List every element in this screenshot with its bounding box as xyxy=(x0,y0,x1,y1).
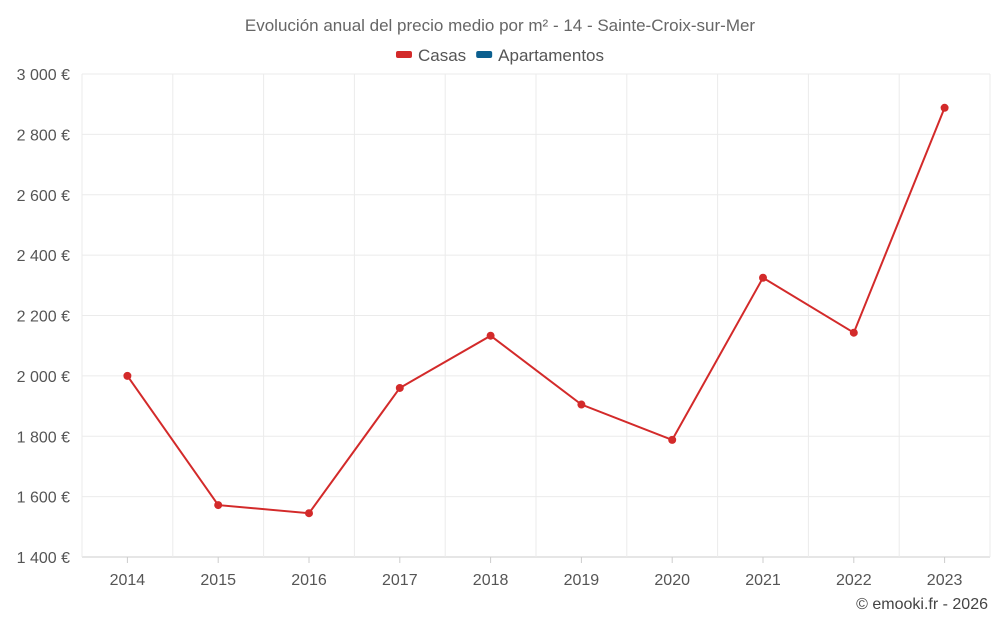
x-axis-ticks: 2014 2015 2016 2017 2018 2019 2020 2021 2022 2023 xyxy=(110,557,963,589)
x-tick-label: 2016 xyxy=(291,572,327,589)
data-point xyxy=(940,103,949,112)
data-point xyxy=(486,331,495,340)
y-tick-label: 2 200 € xyxy=(17,309,70,326)
x-tick-label: 2022 xyxy=(836,572,872,589)
y-tick-label: 3 000 € xyxy=(17,67,70,84)
y-tick-label: 2 600 € xyxy=(17,188,70,205)
y-tick-label: 2 400 € xyxy=(17,248,70,265)
legend-item[interactable]: Casas xyxy=(395,46,466,65)
legend: Casas Apartamentos xyxy=(395,46,604,65)
x-tick-label: 2021 xyxy=(745,572,781,589)
x-tick-label: 2017 xyxy=(382,572,418,589)
grid xyxy=(81,73,991,558)
legend-swatch xyxy=(395,51,412,58)
data-point xyxy=(305,509,313,518)
data-point xyxy=(123,371,132,380)
chart-title: Evolución anual del precio medio por m² … xyxy=(245,16,756,35)
x-tick-label: 2014 xyxy=(110,572,146,589)
x-tick-label: 2020 xyxy=(654,572,690,589)
y-tick-label: 1 600 € xyxy=(17,490,70,507)
data-point xyxy=(395,383,404,392)
data-point xyxy=(214,501,223,510)
x-tick-label: 2019 xyxy=(564,572,600,589)
data-point xyxy=(668,435,677,444)
legend-label: Casas xyxy=(418,46,466,65)
x-tick-label: 2018 xyxy=(473,572,509,589)
x-tick-label: 2015 xyxy=(200,572,236,589)
y-tick-label: 1 800 € xyxy=(17,429,70,446)
y-tick-label: 2 000 € xyxy=(17,369,70,386)
y-axis-ticks: 1 400 € 1 600 € 1 800 € 2 000 € 2 200 € 2 400… xyxy=(17,67,70,567)
credit-text: © emooki.fr - 2026 xyxy=(856,596,988,613)
series-line-casas xyxy=(126,107,946,515)
legend-item[interactable]: Apartamentos xyxy=(476,46,604,65)
y-tick-label: 2 800 € xyxy=(17,127,70,144)
data-point xyxy=(759,273,767,282)
legend-label: Apartamentos xyxy=(498,46,604,65)
data-point xyxy=(849,328,858,337)
series xyxy=(123,103,949,518)
legend-swatch xyxy=(476,51,493,58)
data-point xyxy=(577,400,586,409)
x-tick-label: 2023 xyxy=(927,572,963,589)
y-tick-label: 1 400 € xyxy=(17,550,70,567)
